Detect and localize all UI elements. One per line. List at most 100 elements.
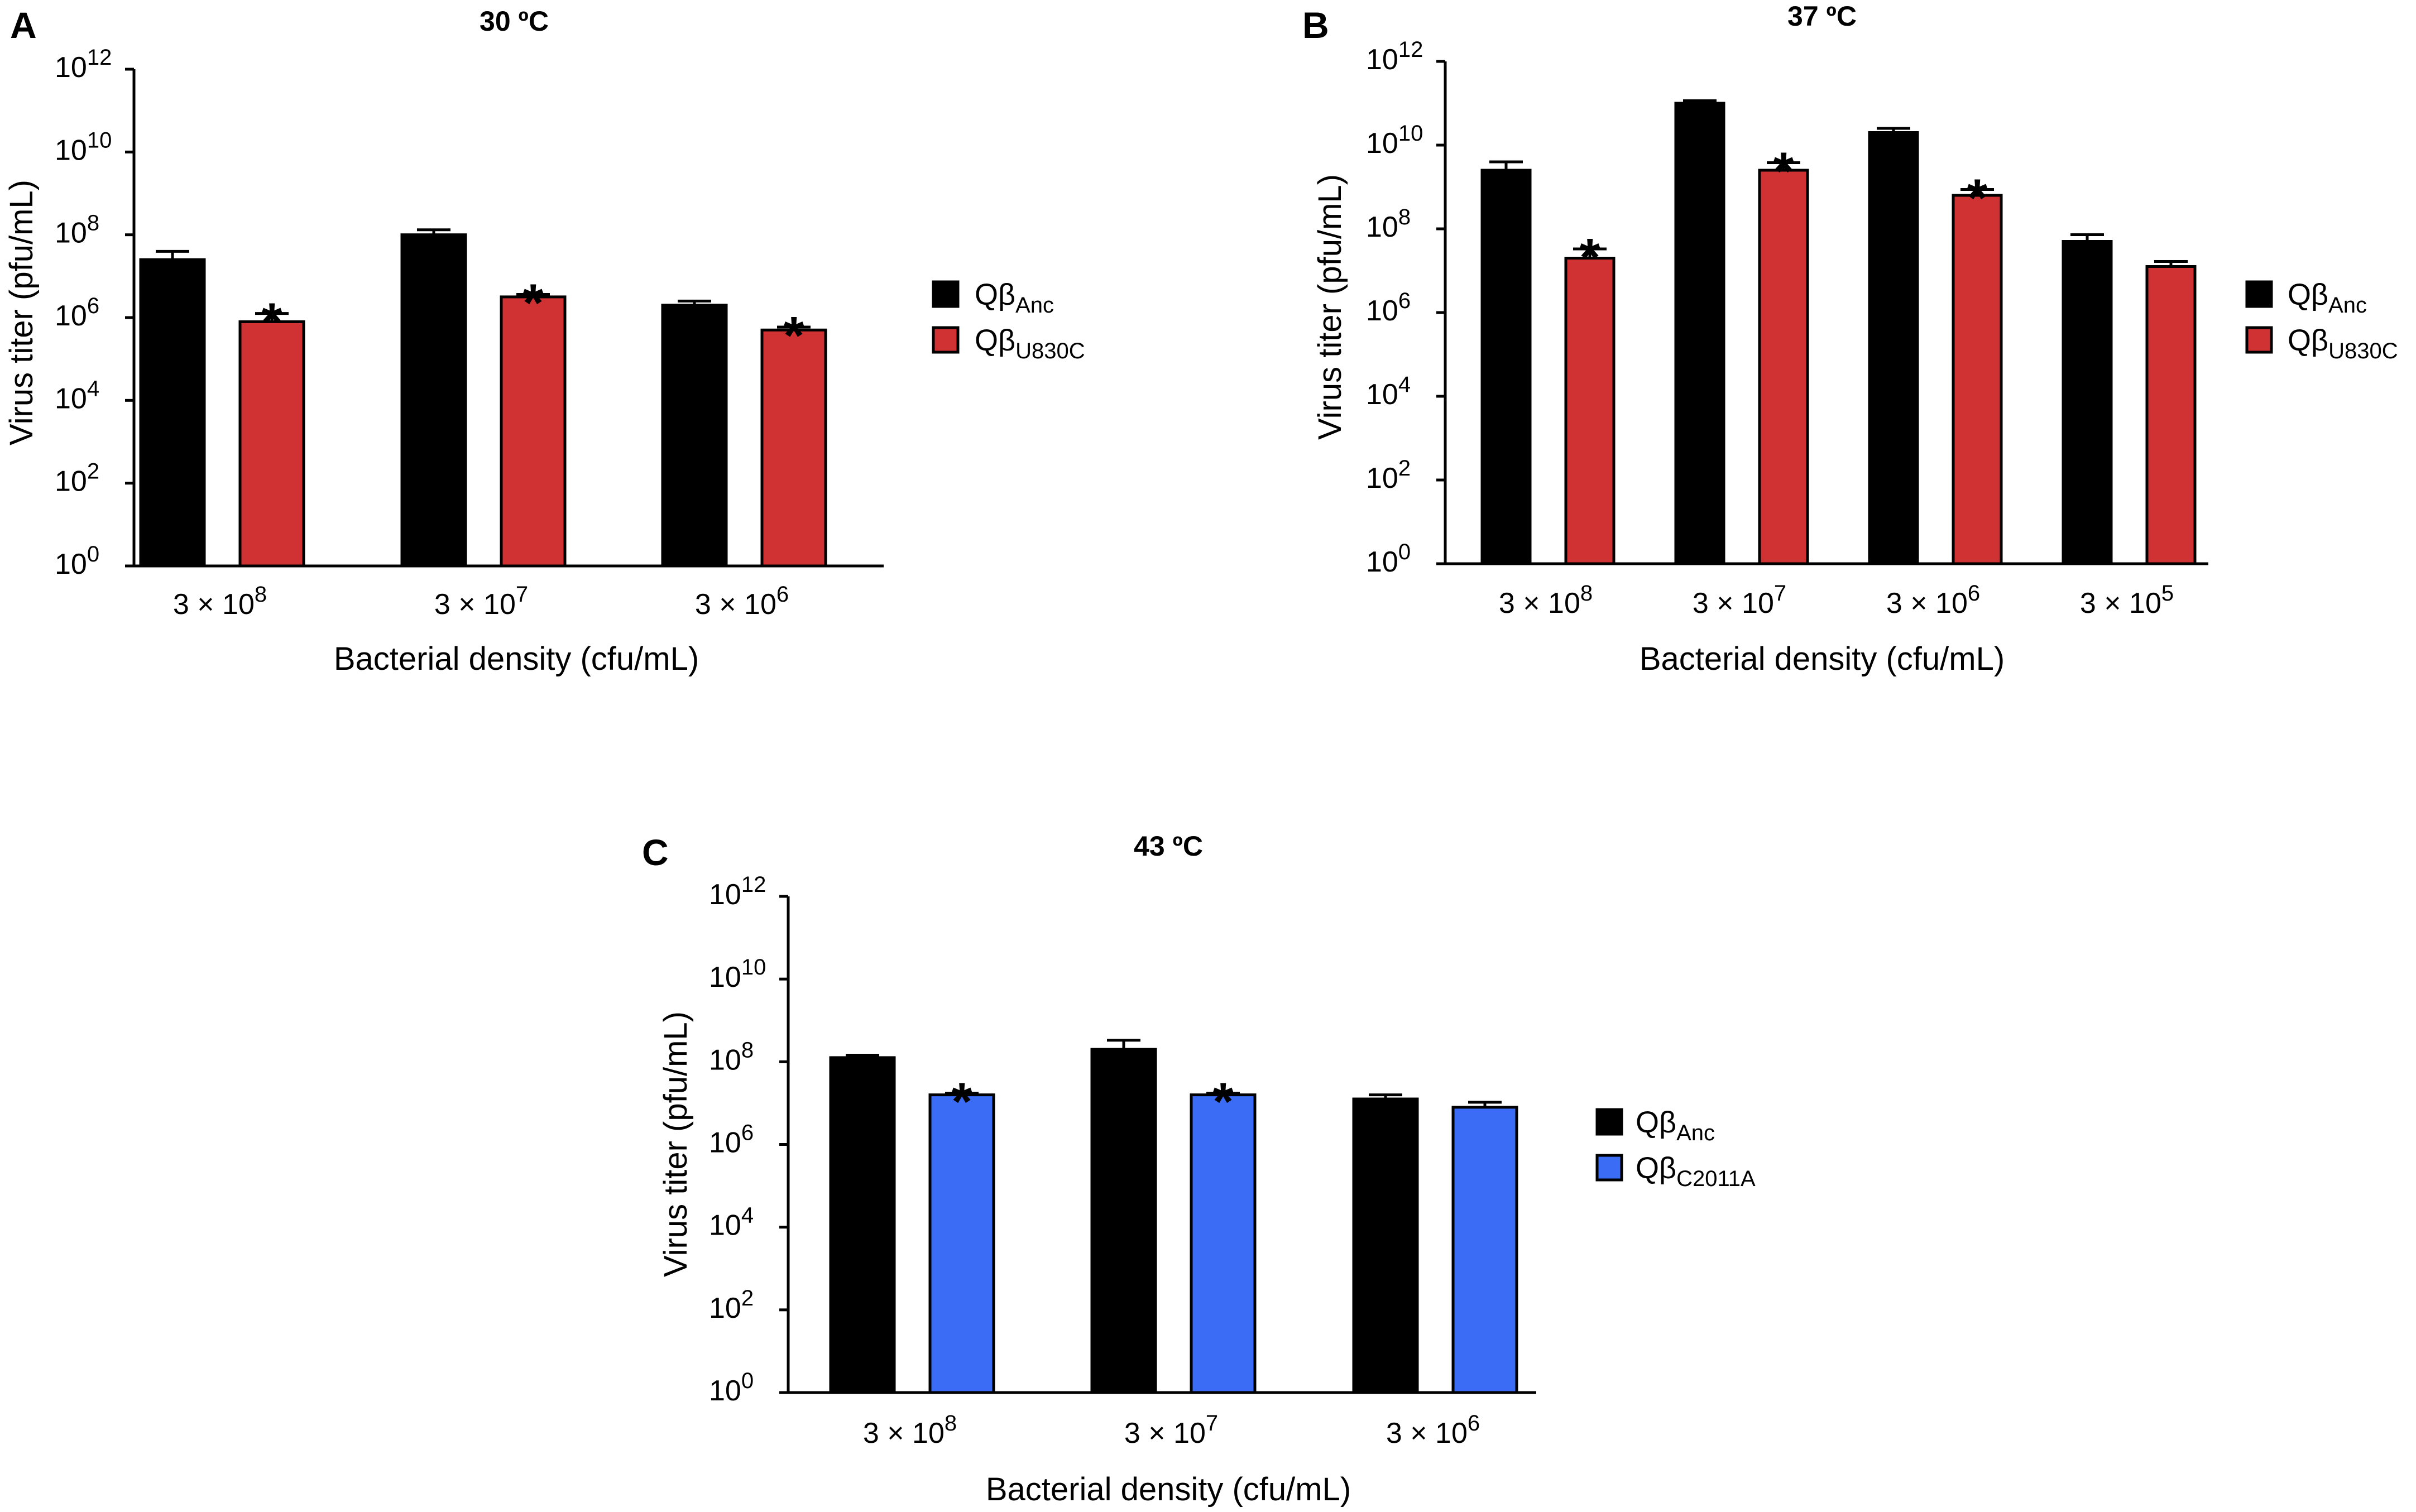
error-bar-b-s0-c2: [1877, 127, 1910, 133]
bar-a-s0-c0: [139, 258, 206, 568]
bar-c-s0-c0: [829, 1056, 896, 1394]
x-axis-title-c: Bacterial density (cfu/mL): [986, 1471, 1351, 1508]
error-bar-b-s1-c1: [1767, 161, 1800, 170]
panel-letter-a: A: [10, 4, 37, 46]
error-bar-c-s0-c2: [1369, 1093, 1402, 1100]
y-tick-label-b-1: 102: [1366, 456, 1411, 495]
legend-swatch-b-1: [2245, 326, 2273, 354]
y-tick-label-a-6: 1012: [55, 45, 112, 84]
significance-star-b-s1-c0: *: [1579, 228, 1600, 287]
x-axis-title-a: Bacterial density (cfu/mL): [334, 641, 699, 677]
bar-b-s0-c1: [1674, 102, 1725, 565]
error-bar-b-s0-c0: [1489, 160, 1523, 170]
x-categories-b: 3 × 108 3 × 107 3 × 106 3 × 105: [1499, 581, 2174, 620]
bar-c-s1-c0: [928, 1093, 995, 1394]
y-tick-label-a-1: 102: [55, 459, 99, 498]
bar-c-s1-c1: [1190, 1093, 1257, 1394]
legend-item-c-0: QβAnc: [1595, 1106, 1715, 1145]
legend-c: QβAnc QβC2011A: [1595, 1106, 1756, 1191]
y-ticks-a: 100 102 104 106 108 1010 1012: [55, 45, 134, 580]
legend-item-a-1: QβU830C: [932, 324, 1085, 363]
y-tick-label-c-0: 100: [709, 1369, 754, 1407]
y-ticks-b: 100 102 104 106 108 1010 1012: [1366, 37, 1445, 578]
error-bar-c-s0-c1: [1107, 1039, 1140, 1050]
bar-a-s1-c1: [500, 295, 567, 568]
y-ticks-c: 100 102 104 106 108 1010 1012: [709, 872, 788, 1407]
chart-panel-a: A 30 ºC 100 102 104 106 108 1010 1012 * * * 3 × …: [3, 4, 1085, 677]
x-categories-c: 3 × 108 3 × 107 3 × 106: [863, 1411, 1480, 1449]
legend-swatch-b-0: [2245, 280, 2273, 308]
bar-b-s1-c2: [1952, 194, 2003, 565]
bar-b-s0-c2: [1868, 131, 1919, 565]
x-category-label-c-2: 3 × 106: [1386, 1411, 1480, 1449]
error-bar-a-s1-c1: [516, 292, 550, 297]
significance-star-b-s1-c2: *: [1967, 169, 1988, 228]
legend-item-b-0: QβAnc: [2245, 278, 2367, 318]
error-bar-a-s1-c0: [255, 312, 289, 322]
legend-a: QβAnc QβU830C: [932, 278, 1085, 363]
x-axis-title-b: Bacterial density (cfu/mL): [1640, 641, 2005, 677]
bar-a-s1-c0: [238, 320, 305, 568]
legend-label-b-1: QβU830C: [2288, 324, 2398, 363]
significance-star-a-s1-c0: *: [261, 292, 282, 352]
y-axis-title-c: Virus titer (pfu/mL): [658, 1011, 694, 1277]
x-category-label-b-0: 3 × 108: [1499, 581, 1593, 620]
x-category-label-a-2: 3 × 106: [695, 582, 789, 621]
bar-a-s0-c1: [400, 233, 467, 568]
x-categories-a: 3 × 108 3 × 107 3 × 106: [173, 582, 789, 621]
bars-a: * * *: [139, 228, 827, 568]
legend-label-a-1: QβU830C: [975, 324, 1085, 363]
bar-c-s0-c1: [1090, 1048, 1157, 1394]
legend-swatch-a-0: [932, 280, 960, 308]
error-bar-b-s0-c3: [2070, 233, 2104, 242]
legend-swatch-a-1: [932, 326, 960, 354]
error-bar-c-s1-c0: [945, 1092, 979, 1095]
y-tick-label-a-5: 1010: [55, 128, 112, 166]
bar-b-s1-c0: [1564, 257, 1616, 565]
y-tick-label-b-4: 108: [1366, 205, 1411, 243]
bar-a-s0-c2: [661, 304, 728, 568]
x-category-label-b-3: 3 × 105: [2080, 581, 2174, 620]
y-tick-label-a-3: 106: [55, 294, 99, 332]
bar-b-s0-c3: [2062, 240, 2113, 565]
error-bar-b-s1-c2: [1960, 188, 1994, 195]
x-category-label-a-0: 3 × 108: [173, 582, 267, 621]
panel-letter-b: B: [1302, 4, 1329, 46]
y-tick-label-c-5: 1010: [709, 955, 766, 993]
bar-c-s0-c2: [1352, 1097, 1419, 1394]
legend-label-c-1: QβC2011A: [1636, 1151, 1756, 1191]
y-tick-label-b-2: 104: [1366, 372, 1411, 411]
legend-label-a-0: QβAnc: [975, 278, 1054, 318]
error-bar-a-s0-c2: [678, 299, 711, 305]
x-category-label-c-0: 3 × 108: [863, 1411, 957, 1449]
bar-b-s0-c0: [1480, 169, 1532, 565]
bar-c-s1-c2: [1451, 1106, 1518, 1394]
chart-panel-b: B 37 ºC 100 102 104 106 108 1010 1012 * * * 3 × …: [1302, 1, 2398, 677]
y-tick-label-c-1: 102: [709, 1286, 754, 1324]
legend-label-b-0: QβAnc: [2288, 278, 2367, 318]
legend-item-a-0: QβAnc: [932, 278, 1054, 318]
y-axis-title-a: Virus titer (pfu/mL): [3, 180, 40, 445]
panel-letter-c: C: [642, 832, 669, 873]
bar-b-s1-c3: [2145, 265, 2197, 565]
error-bar-c-s1-c1: [1206, 1092, 1240, 1095]
bars-c: * *: [829, 1039, 1518, 1394]
x-category-label-c-1: 3 × 107: [1124, 1411, 1218, 1449]
error-bar-b-s0-c1: [1683, 99, 1717, 103]
y-tick-label-b-0: 100: [1366, 540, 1411, 578]
significance-star-a-s1-c1: *: [522, 273, 544, 333]
y-tick-label-c-3: 106: [709, 1121, 754, 1159]
legend-item-b-1: QβU830C: [2245, 324, 2398, 363]
error-bar-a-s0-c0: [156, 249, 189, 260]
error-bar-c-s1-c2: [1468, 1101, 1502, 1107]
error-bar-a-s0-c1: [417, 228, 450, 235]
y-tick-label-a-2: 104: [55, 376, 99, 415]
chart-title-b: 37 ºC: [1787, 1, 1857, 32]
y-tick-label-b-3: 106: [1366, 289, 1411, 327]
significance-star-b-s1-c1: *: [1773, 142, 1794, 201]
x-category-label-a-1: 3 × 107: [434, 582, 528, 621]
legend-swatch-c-0: [1595, 1108, 1623, 1136]
x-category-label-b-2: 3 × 106: [1886, 581, 1980, 620]
x-category-label-b-1: 3 × 107: [1693, 581, 1786, 620]
